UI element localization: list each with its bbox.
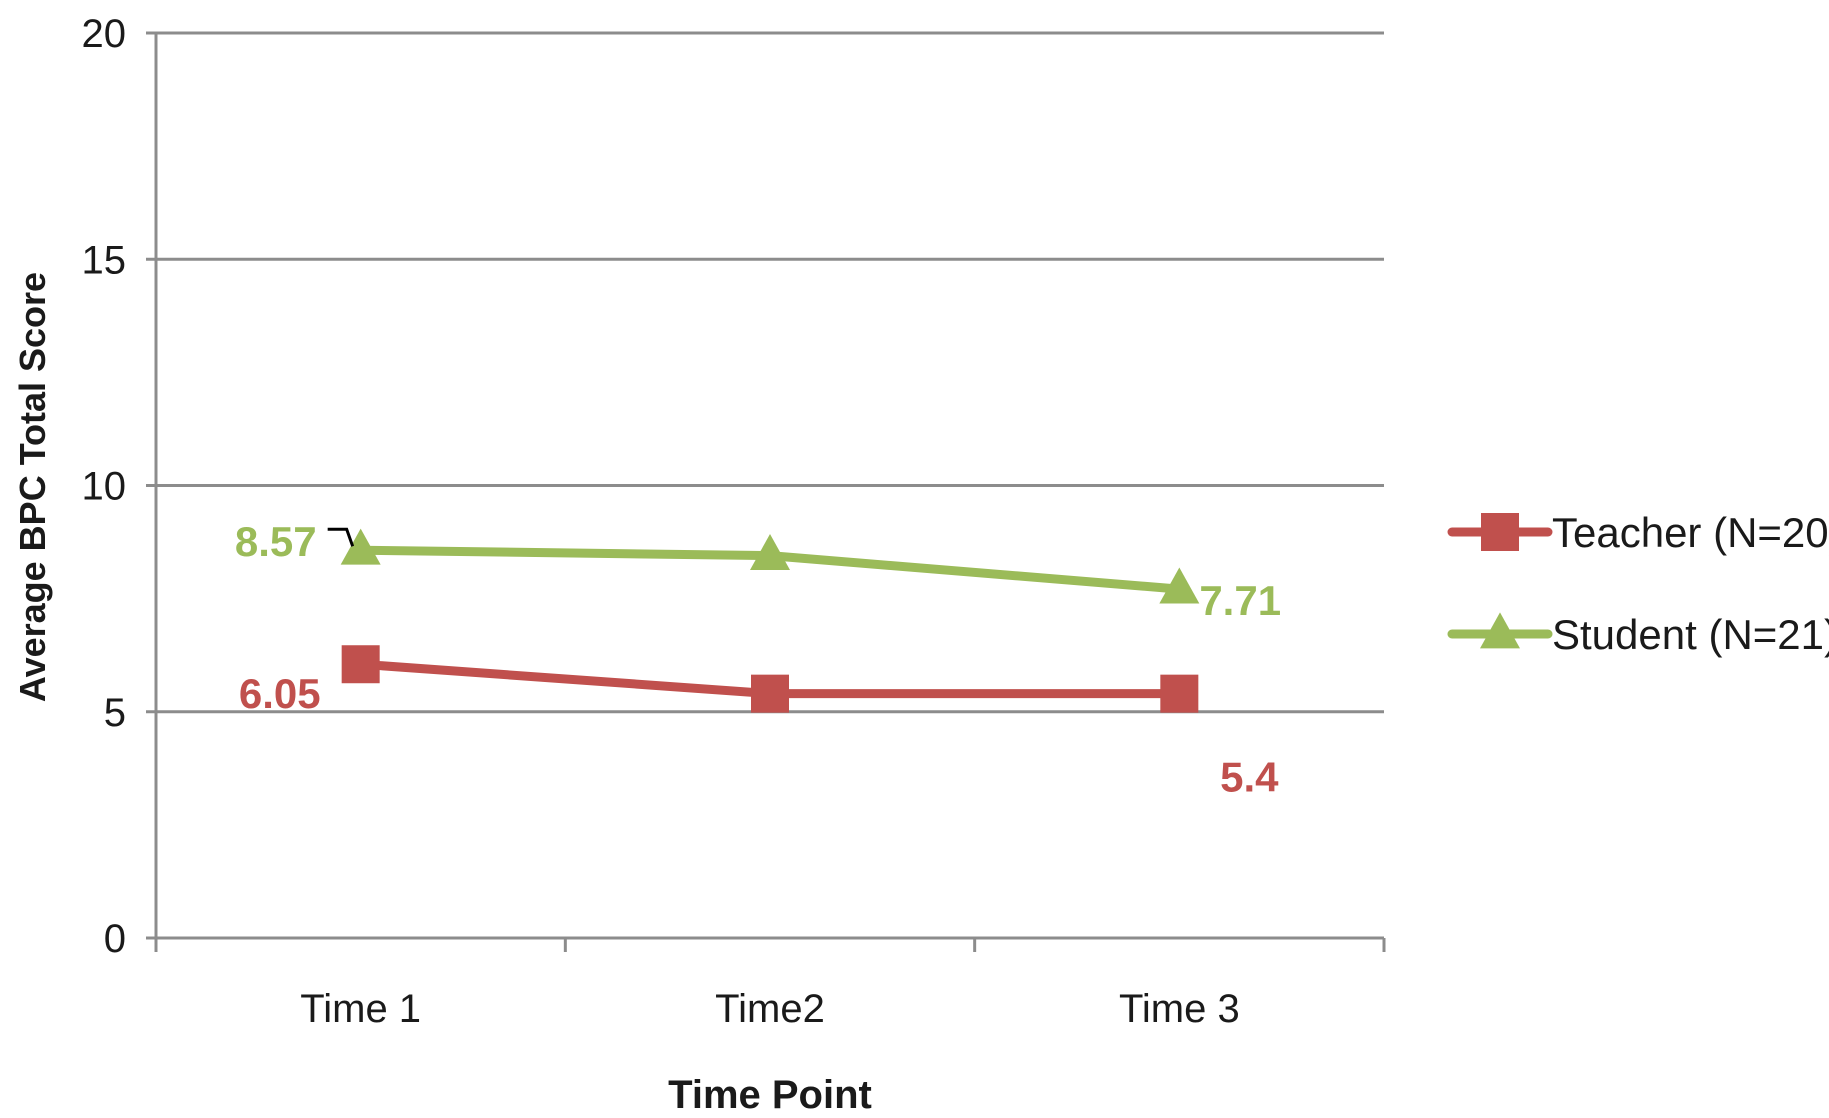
triangle-marker [340,528,381,565]
x-tick-label: Time 1 [300,987,421,1031]
data-label: 7.71 [1199,577,1281,624]
series-teacher [341,645,1199,713]
legend-item-student: Student (N=21) [1447,611,1829,658]
legend-square-marker [1481,513,1519,551]
legend-triangle-marker [1480,612,1520,649]
y-tick-label: 5 [104,691,126,735]
legend-item-teacher: Teacher (N=20) [1447,509,1829,556]
square-marker [1160,674,1199,713]
triangle-marker [1159,567,1200,604]
data-labels: 6.05 5.4 8.57 7.71 [235,518,1281,800]
series-layer [340,528,1200,713]
legend-label: Teacher (N=20) [1552,509,1829,556]
axes [146,31,1386,952]
data-label: 5.4 [1220,754,1279,801]
y-tick-label: 10 [82,465,127,509]
data-label: 8.57 [235,518,317,565]
legend-label: Student (N=21) [1552,611,1829,658]
y-tick-label: 20 [82,12,127,56]
data-label: 6.05 [239,670,321,717]
y-tick-labels: 0 5 10 15 20 [82,12,127,961]
legend: Teacher (N=20) Student (N=21) [1447,509,1829,658]
y-tick-label: 0 [104,917,126,961]
x-axis-label: Time Point [668,1073,872,1117]
leader-line [327,527,355,547]
triangle-marker [750,534,790,571]
y-axis-label: Average BPC Total Score [12,272,53,702]
x-tick-labels: Time 1 Time2 Time 3 [300,987,1239,1031]
x-tick-label: Time2 [715,987,825,1031]
series-student [340,528,1200,604]
x-tick-label: Time 3 [1119,987,1240,1031]
square-marker [341,645,380,684]
y-tick-label: 15 [82,238,127,282]
square-marker [751,674,789,713]
